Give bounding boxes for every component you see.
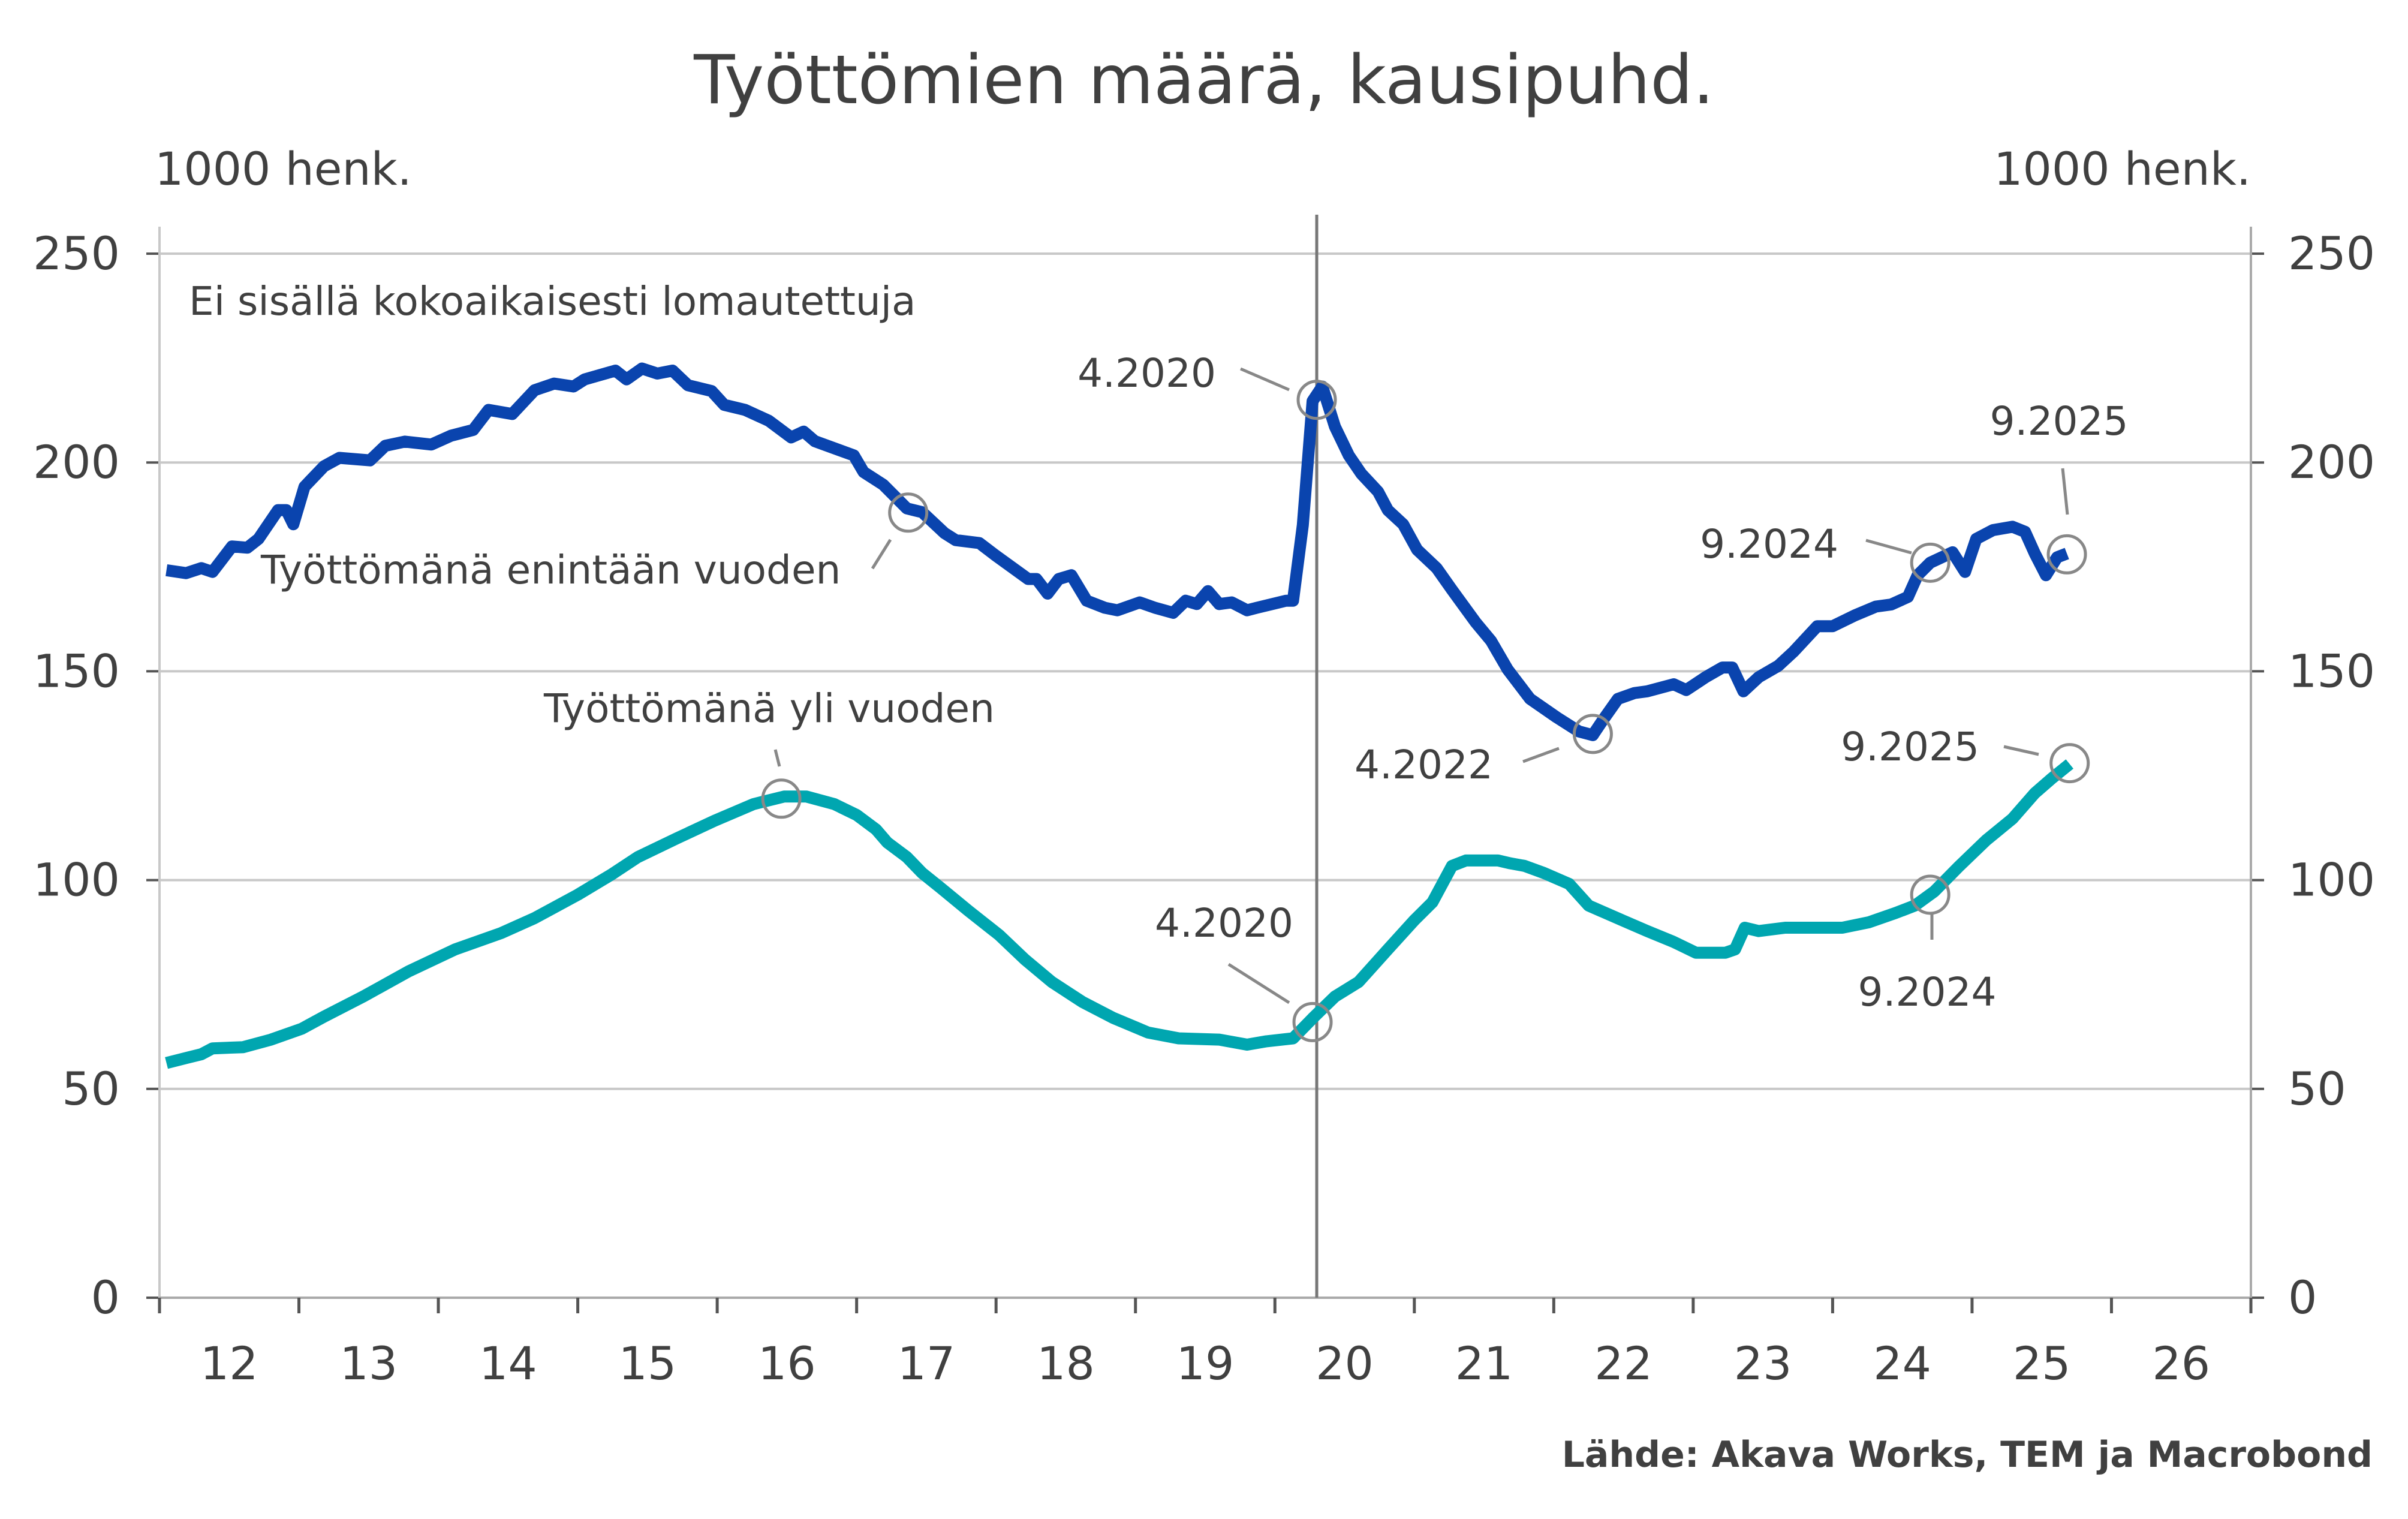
annotation-leader [1522, 747, 1560, 763]
series-line-long-term [165, 759, 2073, 1069]
annotation-circle [1910, 874, 1951, 915]
x-tick-label: 25 [2013, 1337, 2071, 1390]
annotation-label: Työttömänä yli vuoden [543, 685, 995, 732]
x-tick-label: 19 [1176, 1337, 1235, 1390]
source-note: Lähde: Akava Works, TEM ja Macrobond [1562, 1434, 2373, 1476]
series-lines [165, 362, 2073, 1069]
x-tick-label: 22 [1594, 1337, 1653, 1390]
x-tick-label: 21 [1455, 1337, 1513, 1390]
right-y-tick-label: 150 [2288, 644, 2375, 697]
annotation-leader [773, 749, 781, 767]
annotation-circle [1296, 380, 1337, 420]
annotation-leader [1240, 367, 1290, 392]
annotation-circle [1572, 714, 1613, 754]
annotation-label: 4.2020 [1077, 350, 1216, 396]
x-tick-label: 26 [2152, 1337, 2210, 1390]
left-y-tick-label: 50 [62, 1062, 120, 1115]
annotation-circle [2049, 743, 2090, 784]
x-tick-label: 23 [1734, 1337, 1792, 1390]
annotation-label: 4.2020 [1155, 900, 1293, 946]
annotation-leader [2061, 468, 2069, 515]
right-axis-unit: 1000 henk. [1994, 142, 2251, 195]
x-tick-label: 24 [1873, 1337, 1931, 1390]
annotation-label: 9.2025 [1990, 398, 2129, 444]
axes: 0 0 50 50 100 100 150 150 200 200 250 250 12 13 14 15 16… [33, 215, 2375, 1390]
x-tick-label: 12 [200, 1337, 258, 1390]
annotation-label: Työttömänä enintään vuoden [260, 547, 841, 593]
annotation-circle [761, 778, 802, 819]
x-tick-label: 13 [339, 1337, 398, 1390]
annotation-label: 9.2024 [1700, 521, 1838, 567]
gridlines [159, 252, 2251, 1090]
right-y-tick-label: 250 [2288, 227, 2375, 280]
annotation-leader [1865, 539, 1912, 555]
annotation-label: 9.2024 [1858, 969, 1997, 1015]
right-y-tick-label: 50 [2288, 1062, 2346, 1115]
right-y-tick-label: 200 [2288, 435, 2375, 489]
annotation-leader [2003, 745, 2039, 756]
annotation-circle [1292, 1001, 1333, 1042]
left-y-tick-label: 150 [33, 644, 120, 697]
right-y-tick-label: 100 [2288, 853, 2375, 907]
annotations: 4.2020 Työttömänä enintään vuoden Työttömä… [260, 350, 2129, 1042]
left-y-tick-label: 100 [33, 853, 120, 907]
annotation-label: 9.2025 [1841, 724, 1979, 770]
annotation-leader [1227, 962, 1290, 1004]
right-y-tick-label: 0 [2288, 1271, 2317, 1324]
x-tick-label: 18 [1037, 1337, 1095, 1390]
annotation-circle [888, 492, 929, 533]
x-tick-label: 17 [898, 1337, 956, 1390]
left-y-tick-label: 200 [33, 435, 120, 489]
annotation-leader [871, 539, 892, 570]
left-y-tick-label: 250 [33, 227, 120, 280]
series-line-short-term [165, 362, 2069, 741]
left-axis-unit: 1000 henk. [155, 142, 412, 195]
chart-title: Työttömien määrä, kausipuhd. [693, 41, 1714, 119]
x-tick-label: 20 [1316, 1337, 1374, 1390]
annotation-label: 4.2022 [1354, 742, 1493, 788]
chart-note: Ei sisällä kokoaikaisesti lomautettuja [189, 278, 916, 324]
x-tick-label: 15 [619, 1337, 677, 1390]
x-tick-label: 16 [758, 1337, 816, 1390]
left-y-tick-label: 0 [91, 1271, 120, 1324]
annotation-circle [2046, 534, 2087, 574]
annotation-circle [1910, 542, 1951, 583]
x-tick-label: 14 [479, 1337, 537, 1390]
